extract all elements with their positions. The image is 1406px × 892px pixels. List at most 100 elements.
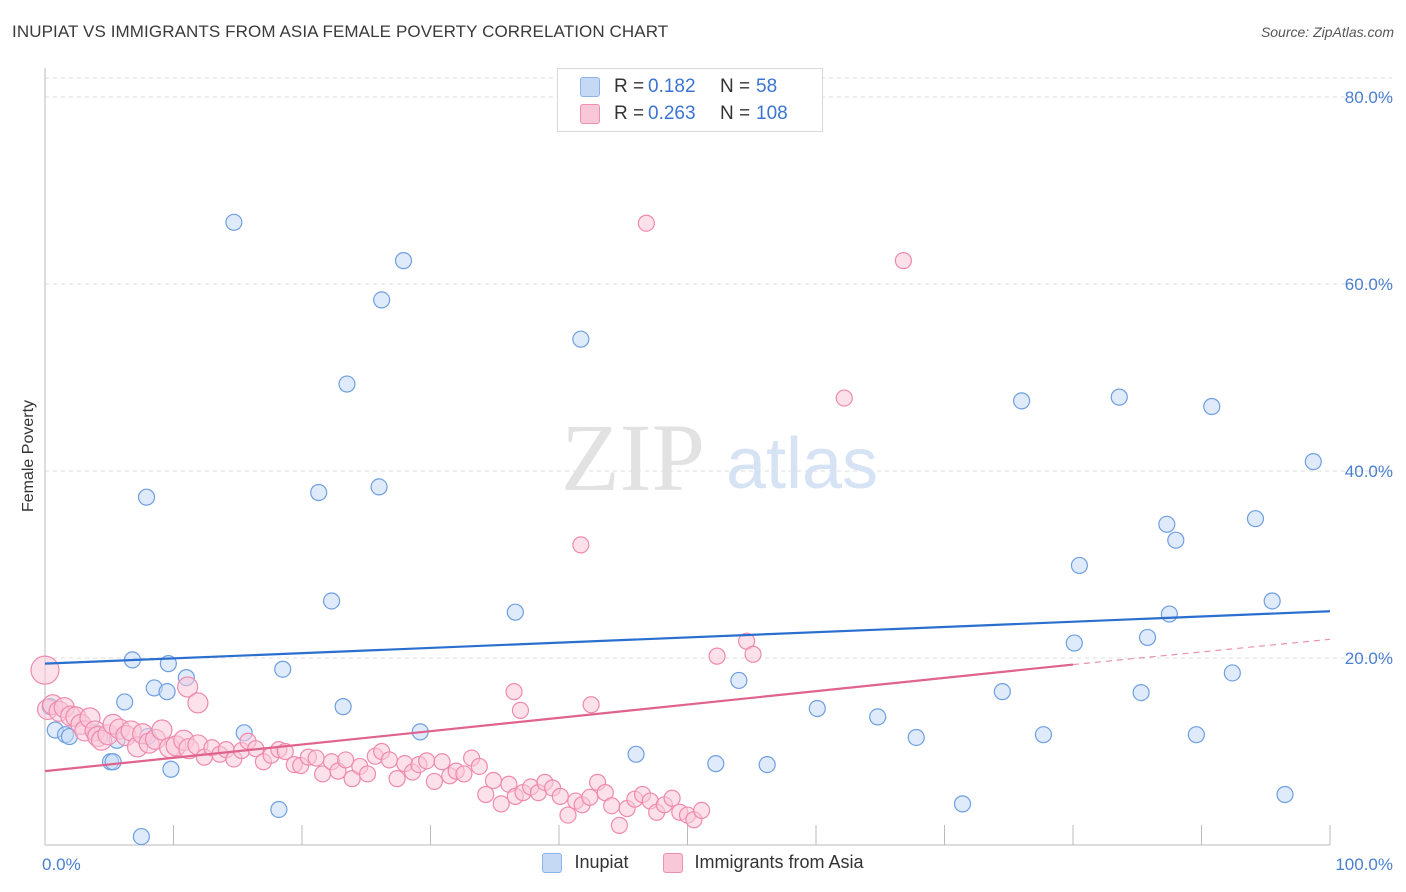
point-inupiat [158, 683, 176, 701]
watermark: ZIP atlas [561, 404, 878, 511]
point-asia [177, 676, 199, 698]
point-inupiat [1158, 515, 1176, 533]
point-inupiat [137, 488, 156, 506]
point-inupiat [1263, 592, 1281, 610]
point-asia [744, 645, 762, 663]
point-inupiat [1034, 726, 1053, 744]
point-inupiat [730, 671, 748, 690]
legend-r-value: 0.182 [648, 76, 696, 97]
correlation-legend: R = 0.182 N = 58 R = 0.263 N = 108 [557, 68, 823, 132]
point-inupiat [1070, 556, 1089, 575]
point-asia [307, 749, 325, 767]
point-inupiat [373, 291, 391, 309]
x-tick-labels: 0.0% 100.0% [42, 855, 1393, 874]
point-inupiat [707, 755, 725, 773]
gridlines [45, 77, 1392, 659]
trend-line-inupiat [44, 610, 1331, 665]
point-asia [470, 757, 488, 776]
point-asia [559, 806, 577, 824]
legend-n-value: 108 [756, 103, 788, 124]
point-asia [835, 389, 853, 407]
point-asia [610, 816, 628, 834]
y-tick-labels: 20.0% 40.0% 60.0% 80.0% [1345, 88, 1393, 668]
point-inupiat [225, 213, 243, 231]
trend-line-asia-extension [1072, 638, 1331, 666]
point-asia [358, 765, 377, 783]
chart-title: INUPIAT VS IMMIGRANTS FROM ASIA FEMALE P… [12, 22, 669, 41]
series-swatch-asia [662, 852, 683, 873]
series-label-inupiat: Inupiat [574, 852, 629, 872]
point-inupiat [270, 800, 288, 819]
point-asia [380, 751, 398, 769]
point-inupiat [1187, 726, 1205, 744]
watermark-atlas: atlas [726, 424, 878, 504]
point-inupiat [1110, 388, 1128, 406]
point-inupiat [370, 478, 388, 496]
legend-n-value: 58 [756, 76, 778, 97]
point-inupiat [627, 745, 645, 763]
point-inupiat [506, 603, 524, 621]
point-asia [603, 797, 621, 815]
legend-r-label: R = [614, 76, 645, 97]
series-legend: Inupiat Immigrants from Asia [0, 852, 1406, 873]
point-asia [581, 788, 599, 806]
point-inupiat [116, 693, 134, 711]
point-asia [187, 692, 209, 714]
point-inupiat [1132, 683, 1150, 702]
point-inupiat [1138, 628, 1157, 647]
trend-lines [44, 610, 1331, 773]
point-asia [894, 252, 912, 270]
point-inupiat [1160, 605, 1178, 623]
point-inupiat [1223, 664, 1241, 682]
series-swatch-inupiat [542, 852, 563, 873]
legend-n-label: N = [720, 76, 751, 97]
point-asia [693, 801, 711, 820]
point-asia [582, 696, 600, 714]
series-legend-inupiat[interactable]: Inupiat [542, 852, 629, 873]
y-tick-label: 80.0% [1345, 88, 1393, 107]
point-inupiat [338, 375, 356, 393]
point-inupiat [993, 683, 1011, 701]
point-asia [637, 214, 655, 232]
point-inupiat [1276, 785, 1294, 804]
point-asia [151, 719, 173, 741]
x-tick-label: 0.0% [42, 855, 81, 874]
point-inupiat [1304, 453, 1322, 471]
watermark-zip: ZIP [561, 404, 705, 511]
point-asia [418, 752, 436, 770]
point-inupiat [1203, 397, 1221, 416]
source-credit: Source: ZipAtlas.com [1260, 24, 1394, 40]
point-inupiat [334, 698, 352, 716]
series-legend-asia[interactable]: Immigrants from Asia [662, 852, 864, 873]
point-inupiat [907, 728, 925, 747]
y-tick-label: 60.0% [1345, 275, 1393, 294]
point-inupiat [274, 660, 292, 678]
point-inupiat [310, 483, 328, 502]
point-inupiat [1065, 634, 1083, 652]
point-asia [425, 772, 443, 791]
point-inupiat [1246, 510, 1265, 528]
y-axis-label: Female Poverty [20, 400, 37, 512]
point-inupiat [1167, 531, 1185, 549]
point-asia [337, 751, 355, 769]
point-inupiat [572, 330, 590, 348]
point-asia [663, 789, 681, 807]
point-asia [492, 795, 510, 813]
y-tick-label: 40.0% [1345, 462, 1393, 481]
point-asia [343, 770, 361, 788]
point-asia [511, 701, 530, 719]
point-asia [433, 753, 451, 771]
point-inupiat [132, 827, 150, 846]
point-asia [477, 785, 495, 804]
point-inupiat [808, 699, 826, 718]
legend-row-inupiat: R = 0.182 N = 58 [580, 75, 777, 99]
legend-r-label: R = [614, 103, 645, 124]
point-inupiat [953, 795, 972, 813]
legend-row-asia: R = 0.263 N = 108 [580, 102, 788, 126]
point-asia [455, 765, 473, 783]
point-asia [484, 771, 503, 790]
x-tick-label: 100.0% [1335, 855, 1393, 874]
point-inupiat [394, 252, 413, 270]
point-inupiat [758, 755, 776, 774]
